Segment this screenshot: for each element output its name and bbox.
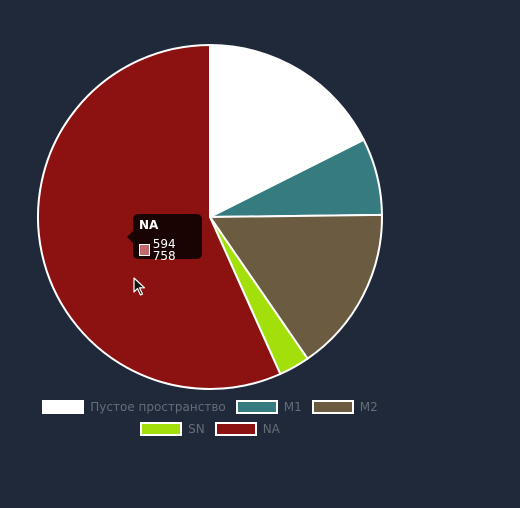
legend-label: M1 [283,400,302,414]
legend-label: Пустое пространство [90,400,226,414]
legend-label: SN [188,422,205,436]
legend-label: M2 [359,400,378,414]
pie-slice-пустое-пространство[interactable] [209,44,365,218]
legend-swatch [311,400,354,414]
legend-swatch [42,400,85,414]
legend-swatch [214,422,257,436]
legend-item[interactable]: Пустое пространство [42,400,226,414]
legend-item[interactable]: NA [214,422,280,436]
pie-chart [37,44,383,390]
legend-item[interactable]: M2 [311,400,378,414]
legend-label: NA [262,422,280,436]
legend-swatch [140,422,183,436]
tooltip-swatch [139,244,150,256]
legend-item[interactable]: SN [140,422,205,436]
legend-row-2: SN NA [0,422,420,436]
legend-row-1: Пустое пространство M1 M2 [0,400,420,414]
mouse-cursor-icon [133,277,146,296]
tooltip-value: 594 758 [152,237,176,263]
tooltip-title: NA [139,218,159,232]
pie-slice-m2[interactable] [209,213,383,360]
tooltip-body: 594 758 [139,238,196,262]
legend-swatch [235,400,278,414]
tooltip: NA 594 758 [127,214,202,262]
legend-item[interactable]: M1 [235,400,302,414]
